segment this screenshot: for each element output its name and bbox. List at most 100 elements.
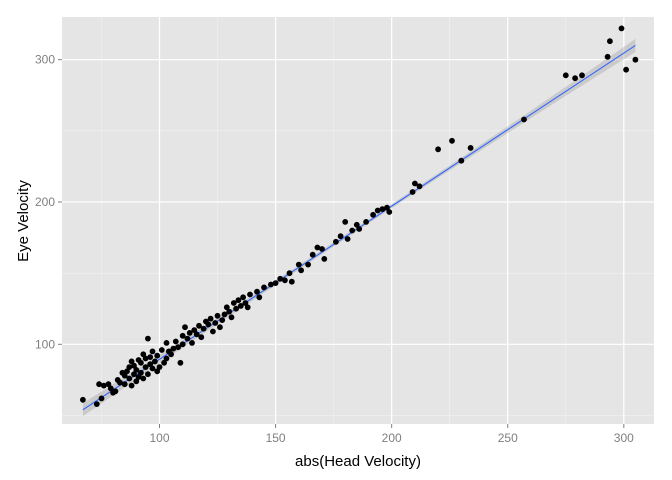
data-point xyxy=(268,281,274,288)
data-point xyxy=(182,324,188,331)
data-point xyxy=(172,338,179,345)
data-point xyxy=(309,251,316,258)
data-point xyxy=(607,38,613,45)
data-point xyxy=(142,355,149,362)
data-point xyxy=(298,267,304,274)
data-point xyxy=(117,379,123,386)
x-tick-label: 300 xyxy=(614,431,634,445)
data-point xyxy=(80,396,86,403)
data-point xyxy=(193,331,200,338)
data-point xyxy=(349,227,356,234)
data-point xyxy=(235,297,242,304)
data-point xyxy=(196,322,202,329)
data-point xyxy=(126,364,133,370)
data-point xyxy=(618,25,625,32)
data-point xyxy=(189,340,195,346)
data-point xyxy=(168,351,175,358)
data-point xyxy=(379,206,386,213)
data-point xyxy=(288,278,295,285)
data-point xyxy=(286,270,293,277)
data-point xyxy=(138,359,144,366)
data-point xyxy=(356,226,363,232)
data-point xyxy=(147,354,154,360)
data-point xyxy=(435,146,441,153)
data-point xyxy=(240,294,247,301)
data-point xyxy=(337,233,344,240)
y-axis-ticks: 100 200 300 xyxy=(35,53,62,351)
data-point xyxy=(147,361,154,368)
data-point xyxy=(112,388,119,395)
data-point xyxy=(254,288,260,295)
data-point xyxy=(386,209,393,215)
data-point xyxy=(142,364,149,370)
x-tick-label: 250 xyxy=(498,431,518,445)
data-point xyxy=(632,56,639,63)
data-point xyxy=(226,308,233,315)
data-point xyxy=(177,359,184,366)
data-point xyxy=(126,375,133,382)
data-point xyxy=(191,327,198,333)
data-point xyxy=(384,204,390,211)
grid-major xyxy=(62,17,654,424)
data-point xyxy=(207,315,214,322)
data-point xyxy=(121,381,128,388)
data-point xyxy=(149,365,156,372)
data-point xyxy=(154,352,161,359)
data-point xyxy=(623,66,629,73)
data-point xyxy=(277,275,284,282)
points-group xyxy=(80,25,639,407)
x-tick-label: 200 xyxy=(382,431,402,445)
data-point xyxy=(247,291,253,298)
data-point xyxy=(344,236,351,242)
data-point xyxy=(98,395,105,402)
data-point xyxy=(163,355,170,362)
data-point xyxy=(214,312,221,319)
y-tick-label: 200 xyxy=(35,195,55,209)
data-point xyxy=(145,335,151,342)
data-point xyxy=(186,330,193,336)
data-point xyxy=(321,256,328,262)
data-point xyxy=(179,341,186,348)
data-point xyxy=(223,304,230,311)
data-point xyxy=(282,277,288,284)
data-point xyxy=(100,382,107,389)
data-point xyxy=(370,211,376,218)
data-point xyxy=(161,359,168,366)
data-point xyxy=(138,369,144,376)
data-point xyxy=(221,311,228,318)
data-point xyxy=(96,381,102,388)
data-point xyxy=(163,340,170,346)
data-point xyxy=(295,261,302,268)
data-point xyxy=(175,344,182,351)
data-point xyxy=(184,335,191,342)
data-point xyxy=(305,261,311,268)
data-point xyxy=(205,321,212,328)
data-point xyxy=(133,378,140,385)
data-point xyxy=(244,304,251,311)
data-point xyxy=(121,372,128,379)
data-point xyxy=(133,367,140,373)
x-tick-label: 150 xyxy=(266,431,286,445)
data-point xyxy=(179,332,186,339)
data-point xyxy=(93,401,100,407)
data-point xyxy=(128,382,135,389)
data-point xyxy=(198,334,205,341)
data-point xyxy=(219,317,226,323)
panel-background xyxy=(62,17,654,424)
data-point xyxy=(228,314,235,321)
data-point xyxy=(521,116,527,123)
data-point xyxy=(107,385,114,392)
y-tick-label: 300 xyxy=(35,53,55,67)
data-point xyxy=(210,328,216,335)
data-point xyxy=(242,300,249,306)
data-point xyxy=(200,325,207,332)
x-tick-label: 100 xyxy=(149,431,169,445)
data-point xyxy=(458,157,465,164)
data-point xyxy=(230,300,237,306)
data-point xyxy=(149,348,156,355)
data-point xyxy=(152,358,158,365)
data-point xyxy=(256,294,263,301)
data-point xyxy=(156,364,163,370)
data-point xyxy=(319,246,325,252)
